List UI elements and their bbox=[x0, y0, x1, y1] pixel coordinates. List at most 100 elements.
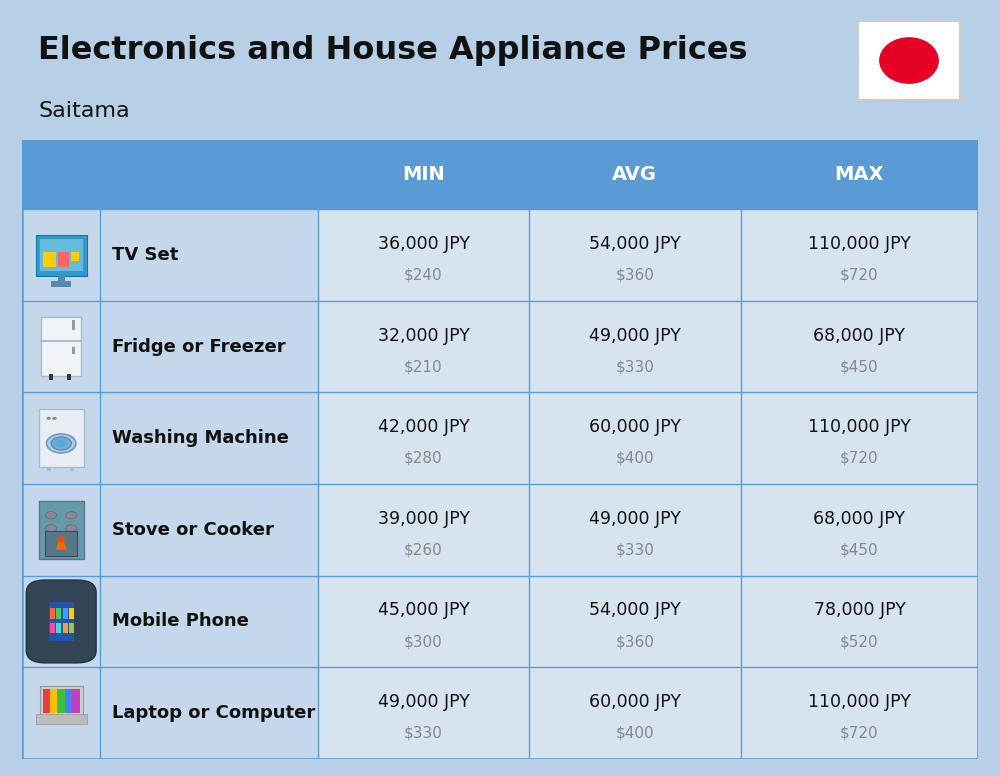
Text: Washing Machine: Washing Machine bbox=[112, 429, 289, 447]
Text: 39,000 JPY: 39,000 JPY bbox=[378, 510, 470, 528]
Bar bbox=[318, 300, 529, 393]
Bar bbox=[63, 623, 68, 633]
Text: TV Set: TV Set bbox=[112, 246, 178, 264]
Text: Electronics and House Appliance Prices: Electronics and House Appliance Prices bbox=[38, 35, 748, 66]
Bar bbox=[72, 347, 75, 355]
Text: 54,000 JPY: 54,000 JPY bbox=[589, 235, 681, 253]
Text: $400: $400 bbox=[615, 726, 654, 741]
Bar bbox=[40, 239, 83, 271]
Bar bbox=[40, 686, 83, 716]
Bar bbox=[22, 209, 318, 300]
Bar bbox=[39, 409, 84, 467]
Circle shape bbox=[52, 417, 57, 420]
Bar bbox=[57, 689, 65, 713]
Text: $450: $450 bbox=[840, 542, 879, 557]
Bar bbox=[741, 667, 978, 759]
Text: $330: $330 bbox=[615, 359, 654, 374]
Bar bbox=[50, 623, 55, 633]
Text: MAX: MAX bbox=[835, 165, 884, 184]
Text: $360: $360 bbox=[615, 268, 654, 282]
Bar bbox=[63, 608, 68, 618]
Bar bbox=[741, 576, 978, 667]
Text: Saitama: Saitama bbox=[38, 101, 130, 121]
Bar bbox=[741, 209, 978, 300]
Bar bbox=[529, 484, 741, 576]
Bar bbox=[69, 608, 74, 618]
Circle shape bbox=[51, 437, 71, 450]
Bar bbox=[22, 484, 318, 576]
Bar bbox=[50, 689, 57, 713]
Bar bbox=[43, 689, 50, 713]
Text: 68,000 JPY: 68,000 JPY bbox=[813, 327, 905, 345]
Text: MIN: MIN bbox=[402, 165, 445, 184]
Text: $400: $400 bbox=[615, 451, 654, 466]
Circle shape bbox=[66, 525, 77, 532]
Bar bbox=[43, 252, 56, 267]
Circle shape bbox=[47, 434, 76, 453]
Bar bbox=[529, 209, 741, 300]
Bar bbox=[49, 601, 74, 641]
Text: 68,000 JPY: 68,000 JPY bbox=[813, 510, 905, 528]
Bar bbox=[22, 667, 318, 759]
Bar bbox=[56, 608, 61, 618]
Circle shape bbox=[57, 536, 65, 542]
Text: $210: $210 bbox=[404, 359, 443, 374]
Bar bbox=[741, 300, 978, 393]
Bar bbox=[45, 531, 77, 556]
Circle shape bbox=[56, 440, 67, 447]
Text: 54,000 JPY: 54,000 JPY bbox=[589, 601, 681, 619]
Text: $720: $720 bbox=[840, 451, 879, 466]
Bar bbox=[529, 667, 741, 759]
Text: $300: $300 bbox=[404, 634, 443, 649]
Text: 49,000 JPY: 49,000 JPY bbox=[378, 693, 469, 711]
Circle shape bbox=[66, 511, 77, 519]
Bar bbox=[741, 393, 978, 484]
FancyBboxPatch shape bbox=[858, 21, 960, 100]
Bar bbox=[47, 466, 51, 471]
Bar bbox=[318, 393, 529, 484]
Text: 49,000 JPY: 49,000 JPY bbox=[589, 327, 681, 345]
Bar bbox=[22, 393, 318, 484]
Text: Laptop or Computer: Laptop or Computer bbox=[112, 704, 315, 722]
Text: $280: $280 bbox=[404, 451, 443, 466]
Bar bbox=[58, 252, 69, 267]
Circle shape bbox=[880, 38, 938, 83]
Bar bbox=[741, 484, 978, 576]
Bar bbox=[41, 317, 81, 376]
Circle shape bbox=[45, 511, 57, 519]
Text: 110,000 JPY: 110,000 JPY bbox=[808, 418, 911, 436]
Text: Mobile Phone: Mobile Phone bbox=[112, 612, 249, 630]
Text: 42,000 JPY: 42,000 JPY bbox=[378, 418, 469, 436]
Text: $520: $520 bbox=[840, 634, 879, 649]
Text: 110,000 JPY: 110,000 JPY bbox=[808, 235, 911, 253]
Text: 60,000 JPY: 60,000 JPY bbox=[589, 418, 681, 436]
Bar bbox=[22, 300, 318, 393]
Text: $720: $720 bbox=[840, 726, 879, 741]
Bar bbox=[72, 689, 80, 713]
Bar bbox=[49, 374, 53, 379]
Bar bbox=[529, 300, 741, 393]
Bar bbox=[318, 209, 529, 300]
FancyBboxPatch shape bbox=[26, 580, 96, 663]
Polygon shape bbox=[56, 535, 67, 549]
Bar bbox=[529, 576, 741, 667]
Bar bbox=[50, 608, 55, 618]
Text: 36,000 JPY: 36,000 JPY bbox=[378, 235, 470, 253]
Bar bbox=[72, 320, 75, 330]
Bar bbox=[22, 140, 978, 209]
Bar bbox=[65, 689, 72, 713]
Text: $260: $260 bbox=[404, 542, 443, 557]
Circle shape bbox=[45, 525, 57, 532]
Bar bbox=[529, 393, 741, 484]
Bar bbox=[67, 374, 71, 379]
Bar bbox=[71, 252, 79, 262]
Text: 45,000 JPY: 45,000 JPY bbox=[378, 601, 469, 619]
Text: 78,000 JPY: 78,000 JPY bbox=[814, 601, 905, 619]
Text: $720: $720 bbox=[840, 268, 879, 282]
Bar bbox=[22, 576, 318, 667]
Bar bbox=[70, 466, 74, 471]
Bar bbox=[318, 484, 529, 576]
Bar bbox=[69, 623, 74, 633]
Text: $240: $240 bbox=[404, 268, 443, 282]
Text: 110,000 JPY: 110,000 JPY bbox=[808, 693, 911, 711]
